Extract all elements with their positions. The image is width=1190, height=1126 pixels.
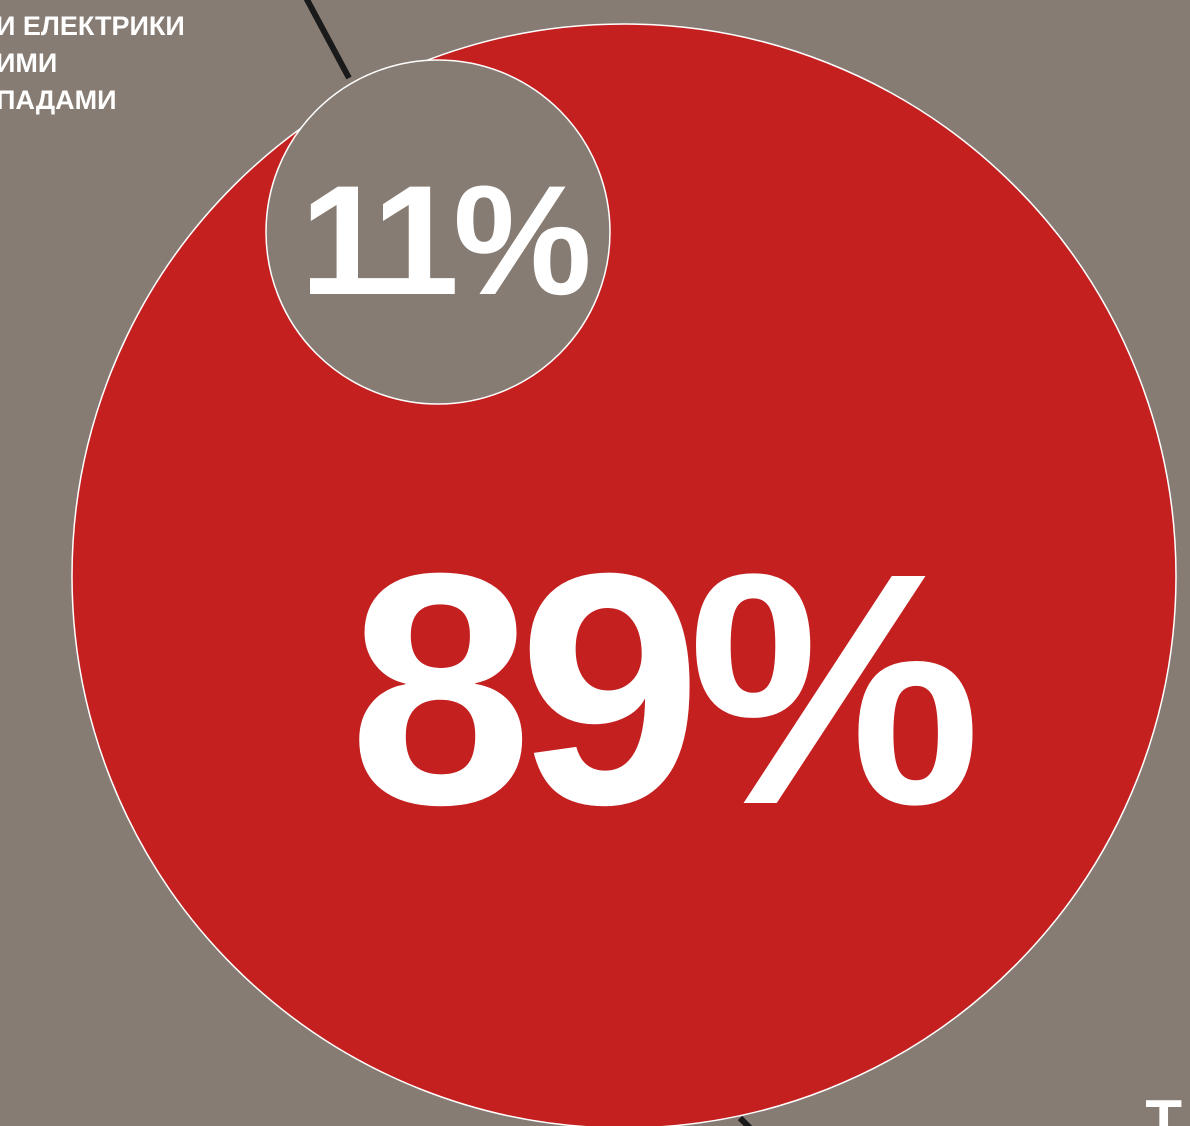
annotation-line-3: ПАДАМИ bbox=[0, 85, 117, 115]
minor-bubble bbox=[265, 59, 611, 405]
leader-line-top bbox=[303, 0, 352, 80]
annotation-line-1: И ЕЛЕКТРИКИ bbox=[0, 11, 185, 41]
annotation-line-2: ИМИ bbox=[0, 48, 58, 78]
minor-value-label: 11% bbox=[300, 154, 588, 328]
leader-line-bottom bbox=[737, 1115, 753, 1126]
annotation-text: И ЕЛЕКТРИКИ ИМИ ПАДАМИ bbox=[0, 8, 185, 119]
corner-text: Т bbox=[1145, 1088, 1182, 1126]
major-value-label: 89% bbox=[349, 504, 977, 873]
